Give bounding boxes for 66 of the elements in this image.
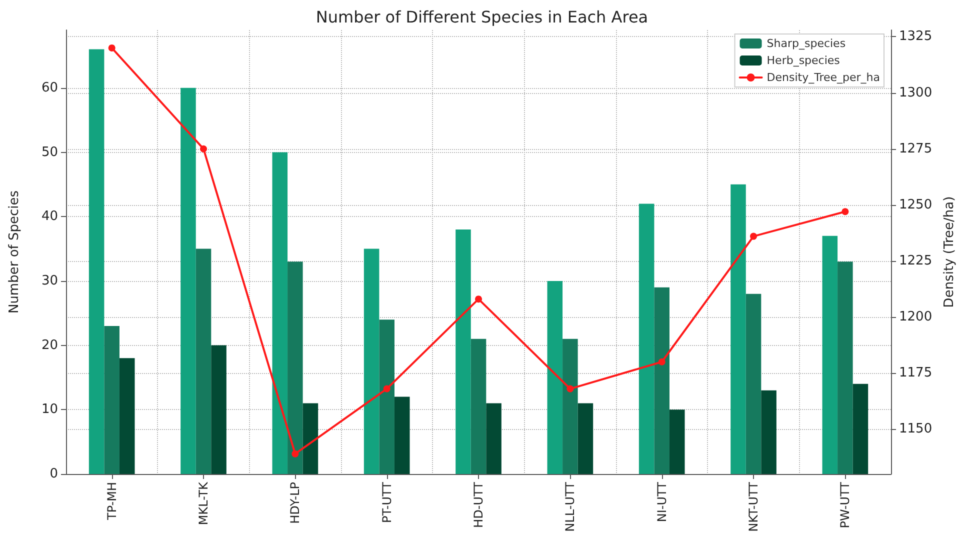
legend-label: Sharp_species: [766, 37, 846, 50]
bar: [196, 248, 212, 474]
bar: [104, 326, 120, 474]
point: [383, 385, 390, 392]
bar: [761, 390, 776, 474]
point: [750, 232, 758, 240]
y-tick-label: 40: [41, 209, 58, 224]
bar: [379, 320, 394, 474]
point: [842, 208, 849, 216]
bar: [578, 403, 594, 474]
legend-label: Herb_species: [766, 54, 840, 67]
y-tick-label: 60: [41, 80, 58, 96]
y2-axis-title: Density (Tree/ha): [942, 196, 957, 308]
legend-label: Density_Tree_per_ha: [766, 71, 880, 84]
point: [108, 44, 116, 52]
bar: [654, 287, 670, 474]
x-tick-label: PW-UTT: [838, 481, 852, 528]
bar: [547, 280, 563, 474]
x-tick-label: HD-UTT: [472, 481, 486, 528]
x-tick-label: HDY-LP: [288, 482, 302, 524]
bar: [180, 88, 196, 474]
bar: [470, 338, 486, 474]
bar: [364, 248, 380, 474]
bar: [822, 236, 838, 474]
y-tick-label: 0: [50, 466, 58, 482]
y2-tick-label: 1275: [899, 141, 932, 156]
point: [566, 385, 574, 392]
y-tick-label: 20: [41, 338, 58, 353]
x-tick-label: NLL-UTT: [563, 481, 578, 532]
x-tick-label: NI-UTT: [654, 481, 669, 522]
y2-tick-label: 1200: [899, 310, 932, 325]
y2-tick-label: 1250: [899, 197, 932, 212]
bar: [88, 49, 104, 474]
y-tick-label: 30: [41, 273, 58, 288]
bar: [211, 345, 226, 474]
point: [200, 145, 208, 152]
bar: [394, 396, 410, 474]
bar: [746, 294, 762, 474]
bar: [272, 152, 288, 474]
bar: [119, 358, 135, 474]
y2-tick-label: 1150: [899, 422, 932, 437]
bar: [288, 262, 303, 474]
bar: [638, 204, 654, 474]
y2-tick-label: 1175: [899, 366, 932, 381]
bar: [669, 410, 685, 474]
chart-title: Number of Different Species in Each Area: [316, 8, 648, 26]
bar: [838, 262, 853, 474]
x-tick-label: MKL-TK: [196, 480, 211, 526]
y2-tick-label: 1300: [899, 85, 932, 100]
bar: [456, 229, 471, 474]
y-axis-title: Number of Species: [7, 190, 22, 314]
y-tick-label: 10: [41, 402, 58, 418]
x-tick-label: TP-MH: [104, 482, 119, 522]
point: [292, 450, 299, 458]
point: [658, 358, 666, 366]
bar: [486, 403, 502, 474]
bar: [302, 403, 318, 474]
point: [475, 296, 482, 303]
y2-tick-label: 1225: [899, 253, 932, 268]
bar: [730, 184, 746, 474]
x-tick-label: NKT-UTT: [746, 481, 761, 532]
x-tick-label: PT-UTT: [380, 481, 394, 524]
bar: [852, 384, 868, 474]
y2-tick-label: 1325: [899, 29, 932, 44]
bar: [562, 338, 578, 474]
y-tick-label: 50: [41, 144, 58, 160]
